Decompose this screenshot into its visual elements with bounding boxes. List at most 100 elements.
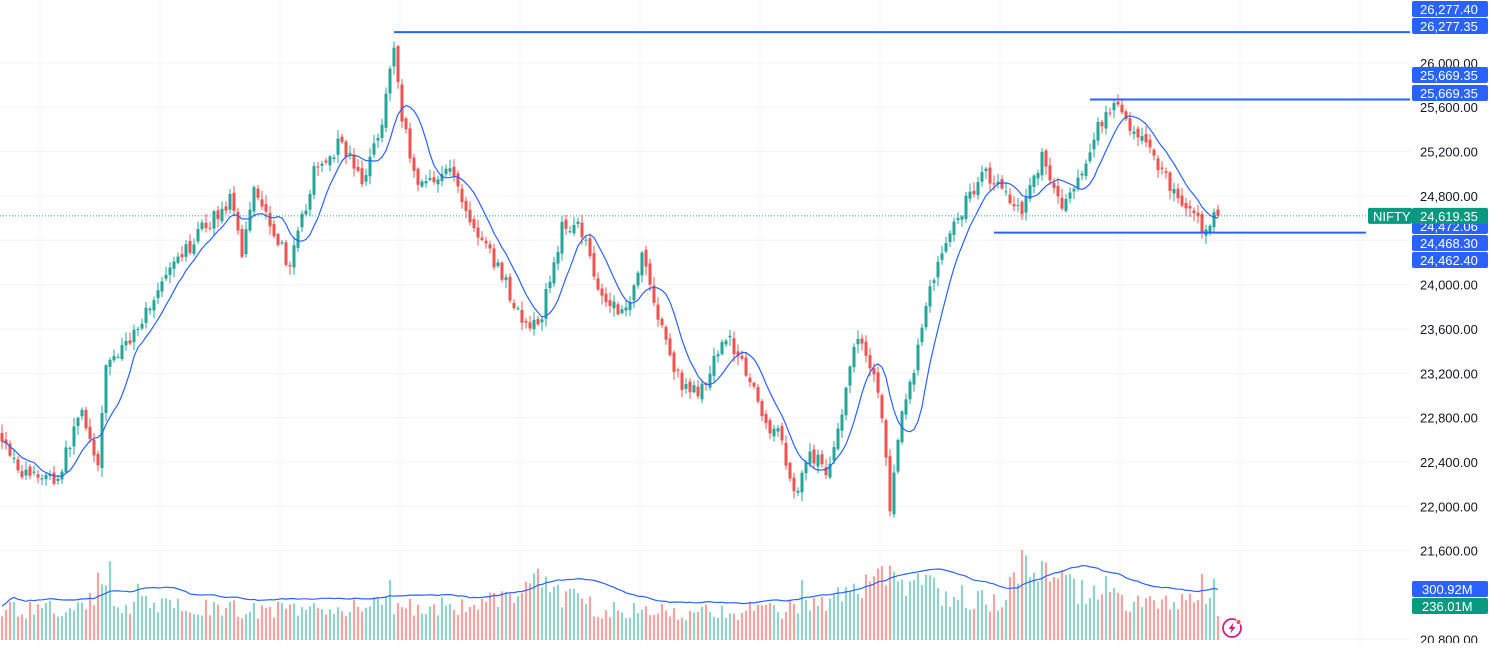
icons[interactable] bbox=[1222, 618, 1242, 638]
volume-bar bbox=[1168, 609, 1172, 640]
volume-bar bbox=[600, 618, 604, 640]
volume-bar bbox=[184, 610, 188, 640]
candle bbox=[596, 272, 600, 292]
candle bbox=[1148, 134, 1152, 154]
candle bbox=[388, 65, 392, 102]
volume-bar bbox=[528, 583, 532, 640]
candle bbox=[576, 217, 580, 229]
volume-bar bbox=[856, 593, 860, 640]
candle bbox=[0, 424, 4, 449]
candle bbox=[140, 318, 144, 331]
candle bbox=[68, 446, 72, 458]
volume-bar bbox=[32, 614, 36, 640]
volume-bar bbox=[272, 617, 276, 640]
candle bbox=[40, 474, 44, 485]
price-axis[interactable]: 20,800.00 21,600.00 22,000.00 22,400.00 22,8… bbox=[1420, 56, 1478, 647]
candle bbox=[832, 441, 836, 464]
candle bbox=[572, 217, 576, 237]
volume-bar bbox=[604, 610, 608, 640]
candle bbox=[480, 231, 484, 242]
volume-bar bbox=[972, 608, 976, 640]
candle bbox=[420, 179, 424, 188]
volume-bar bbox=[1024, 555, 1028, 640]
volume-bar bbox=[12, 601, 16, 640]
candle bbox=[324, 157, 328, 165]
candle bbox=[520, 301, 524, 331]
price-level-badge: 25,669.35 bbox=[1412, 67, 1488, 83]
candle bbox=[456, 170, 460, 194]
candle bbox=[984, 167, 988, 179]
volume-bar bbox=[132, 601, 136, 640]
candle bbox=[1164, 167, 1168, 179]
candle bbox=[976, 176, 980, 200]
candle bbox=[820, 450, 824, 468]
volume-bar bbox=[0, 616, 4, 640]
candle bbox=[1080, 170, 1084, 181]
volume-bar bbox=[944, 591, 948, 640]
volume-bar bbox=[84, 609, 88, 640]
volume-bar bbox=[980, 590, 984, 640]
volume-bar bbox=[1100, 594, 1104, 640]
candle bbox=[724, 338, 728, 348]
volume-bar bbox=[232, 600, 236, 640]
horizontal-levels[interactable] bbox=[0, 31, 1410, 234]
volume-bar bbox=[8, 601, 12, 640]
volume-bar bbox=[1008, 577, 1012, 640]
candle bbox=[272, 220, 276, 239]
candle bbox=[360, 160, 364, 188]
volume-bar bbox=[900, 579, 904, 640]
volume-bar bbox=[904, 595, 908, 640]
candle bbox=[716, 350, 720, 363]
volume-bar bbox=[80, 602, 84, 640]
volume-bar bbox=[776, 612, 780, 640]
volume-bar bbox=[1084, 604, 1088, 640]
candles bbox=[0, 41, 1220, 518]
volume-bar bbox=[860, 598, 864, 640]
volume-bar bbox=[404, 608, 408, 640]
volume-bar bbox=[52, 613, 56, 640]
volume-bar bbox=[952, 597, 956, 640]
candle bbox=[804, 459, 808, 481]
candle bbox=[448, 159, 452, 176]
volume-bar bbox=[276, 601, 280, 640]
volume-bar bbox=[912, 580, 916, 640]
volume-bar bbox=[920, 584, 924, 640]
candle bbox=[864, 335, 868, 363]
volume-bar bbox=[524, 581, 528, 640]
candle bbox=[356, 159, 360, 173]
candle bbox=[372, 134, 376, 158]
volume-bar bbox=[580, 598, 584, 640]
candle bbox=[1204, 224, 1208, 244]
volume-bar bbox=[748, 601, 752, 640]
candle bbox=[336, 130, 340, 164]
volume-bar bbox=[432, 604, 436, 640]
volume-bar bbox=[268, 606, 272, 640]
candle bbox=[156, 282, 160, 305]
candle bbox=[600, 283, 604, 305]
volume-bar bbox=[984, 604, 988, 640]
candle bbox=[1040, 148, 1044, 181]
volume-bar bbox=[1076, 603, 1080, 640]
candle bbox=[876, 366, 880, 399]
candle bbox=[112, 349, 116, 363]
volume-bar bbox=[1108, 591, 1112, 640]
svg-text:300.92M: 300.92M bbox=[1422, 582, 1473, 597]
volume-bar bbox=[940, 605, 944, 640]
candle bbox=[24, 461, 28, 481]
lightning-bolt-icon[interactable] bbox=[1222, 618, 1242, 638]
candle bbox=[36, 469, 40, 484]
candle bbox=[492, 243, 496, 271]
candle bbox=[800, 470, 804, 502]
volume-bar bbox=[1004, 599, 1008, 640]
volume-bar bbox=[196, 614, 200, 640]
volume-bar bbox=[16, 616, 20, 640]
volume-bar bbox=[452, 609, 456, 640]
volume-bar bbox=[1180, 594, 1184, 640]
volume-bar bbox=[820, 597, 824, 640]
candle bbox=[668, 333, 672, 357]
volume-bar bbox=[648, 615, 652, 640]
candle bbox=[960, 215, 964, 228]
candle bbox=[1012, 196, 1016, 212]
